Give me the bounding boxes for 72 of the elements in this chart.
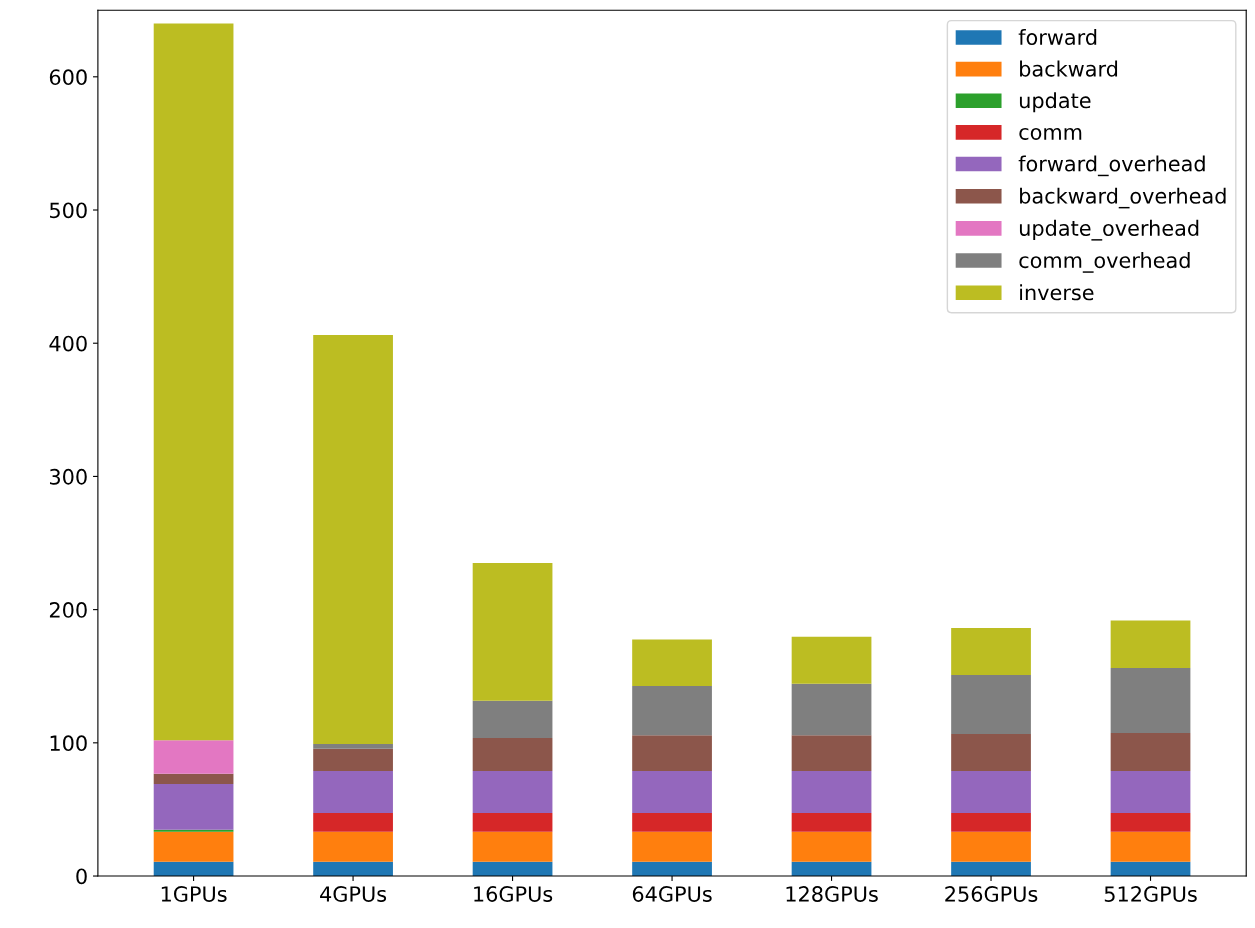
legend-label: forward <box>1018 28 1097 46</box>
bar <box>153 740 234 774</box>
legend-label: backward <box>1020 60 1118 77</box>
bar <box>313 744 393 749</box>
bar <box>951 733 1031 772</box>
bar <box>1110 813 1191 832</box>
y-tick-label: 500 <box>50 202 87 219</box>
y-tick-label: 0 <box>76 868 87 885</box>
bar <box>791 831 872 862</box>
bar <box>153 831 234 862</box>
bar <box>472 771 553 814</box>
bar <box>632 813 712 832</box>
bar <box>951 813 1031 832</box>
bar <box>1110 861 1191 877</box>
bar <box>632 771 712 814</box>
legend-label: update <box>1019 92 1091 113</box>
bar <box>313 861 393 877</box>
bar <box>791 683 872 736</box>
bar <box>1110 771 1191 814</box>
y-tick-label: 100 <box>50 735 87 752</box>
legend-label: comm <box>1019 127 1082 140</box>
bar <box>632 639 712 687</box>
bar <box>791 735 872 772</box>
bar <box>153 829 234 832</box>
bar <box>791 771 872 814</box>
legend-label: update_overhead <box>1019 219 1199 241</box>
bar <box>791 813 872 832</box>
bar <box>153 773 234 785</box>
x-tick-label: 4GPUs <box>320 886 387 902</box>
legend-label: comm_overhead <box>1019 252 1190 273</box>
bar <box>951 628 1031 675</box>
bar <box>313 831 393 862</box>
y-tick-label: 200 <box>49 602 87 618</box>
bar <box>472 563 553 701</box>
x-tick-label: 1GPUs <box>161 886 227 902</box>
x-tick-label: 512GPUs <box>1104 886 1197 902</box>
bar <box>1110 831 1191 862</box>
x-tick-label: 128GPUs <box>786 886 878 902</box>
bar <box>1110 620 1191 668</box>
bar <box>153 784 234 830</box>
bar <box>632 735 712 772</box>
y-tick-label: 600 <box>49 69 87 86</box>
legend-label: inverse <box>1020 284 1094 301</box>
bar <box>153 861 234 877</box>
legend-label: backward_overhead <box>1020 187 1226 209</box>
x-tick-label: 64GPUs <box>632 886 712 902</box>
bar <box>632 831 712 862</box>
bar <box>313 813 393 832</box>
bar <box>791 636 872 684</box>
bar <box>632 686 712 736</box>
y-tick-label: 400 <box>49 335 87 352</box>
bar <box>313 771 393 814</box>
bar <box>472 861 553 877</box>
bar <box>951 771 1031 814</box>
x-tick-label: 16GPUs <box>474 886 553 902</box>
bar <box>632 861 712 877</box>
bar <box>472 813 553 832</box>
bar <box>1110 732 1191 772</box>
x-tick-label: 256GPUs <box>945 886 1038 902</box>
bar <box>1110 667 1191 733</box>
bar <box>313 335 393 745</box>
legend-label: forward_overhead <box>1018 155 1205 177</box>
bar <box>951 861 1031 877</box>
bar <box>791 861 872 877</box>
bar <box>472 831 553 862</box>
bar <box>472 738 553 772</box>
bar <box>153 23 234 741</box>
bar <box>472 700 553 739</box>
bar <box>951 831 1031 862</box>
bar <box>951 674 1031 734</box>
bar <box>313 748 393 772</box>
y-tick-label: 300 <box>49 468 87 485</box>
